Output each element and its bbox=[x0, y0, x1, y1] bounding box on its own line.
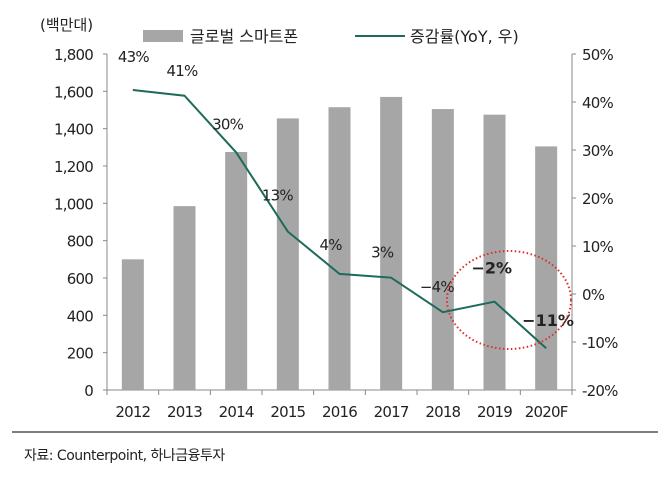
left-tick-label: 400 bbox=[67, 307, 93, 325]
yoy-data-label: 30% bbox=[212, 115, 243, 133]
left-tick-label: 1,000 bbox=[54, 195, 93, 213]
right-tick-label: 50% bbox=[582, 46, 613, 64]
right-tick-label: 40% bbox=[582, 94, 613, 112]
left-tick-label: 1,600 bbox=[54, 83, 93, 101]
bar-2013 bbox=[174, 206, 196, 390]
bar-2014 bbox=[225, 152, 247, 390]
left-tick-label: 0 bbox=[84, 382, 93, 400]
yoy-data-label: −2% bbox=[472, 259, 513, 278]
legend-line-label: 증감률(YoY, 우) bbox=[410, 27, 519, 46]
left-tick-label: 200 bbox=[67, 345, 93, 363]
source-note: 자료: Counterpoint, 하나금융투자 bbox=[24, 448, 225, 464]
right-tick-label: 10% bbox=[582, 238, 613, 256]
right-tick-label: 30% bbox=[582, 142, 613, 160]
bar-2019 bbox=[484, 115, 506, 390]
left-tick-label: 800 bbox=[67, 233, 93, 251]
right-tick-label: -10% bbox=[582, 334, 618, 352]
bar-2020F bbox=[535, 146, 557, 390]
x-tick-label: 2017 bbox=[374, 403, 409, 421]
yoy-data-label: 41% bbox=[167, 62, 198, 80]
left-tick-label: 1,800 bbox=[54, 46, 93, 64]
yoy-data-label: 13% bbox=[262, 187, 293, 205]
x-tick-label: 2012 bbox=[115, 403, 150, 421]
yoy-data-label: 4% bbox=[320, 236, 343, 254]
x-tick-label: 2020F bbox=[525, 403, 568, 421]
yoy-data-label: −4% bbox=[420, 278, 455, 296]
x-tick-label: 2019 bbox=[477, 403, 512, 421]
yoy-data-label: 43% bbox=[118, 48, 149, 66]
right-tick-label: 0% bbox=[582, 286, 605, 304]
bar-2018 bbox=[432, 109, 454, 390]
x-tick-label: 2013 bbox=[167, 403, 202, 421]
legend-bar-label: 글로벌 스마트폰 bbox=[190, 27, 298, 46]
left-tick-label: 1,200 bbox=[54, 158, 93, 176]
bar-2015 bbox=[277, 118, 299, 390]
left-axis-unit: (백만대) bbox=[40, 16, 93, 34]
x-tick-label: 2014 bbox=[219, 403, 254, 421]
right-tick-label: -20% bbox=[582, 382, 618, 400]
x-tick-label: 2016 bbox=[322, 403, 357, 421]
yoy-data-label: 3% bbox=[371, 244, 394, 262]
x-tick-label: 2015 bbox=[270, 403, 305, 421]
x-tick-label: 2018 bbox=[425, 403, 460, 421]
legend: 글로벌 스마트폰 증감률(YoY, 우) bbox=[143, 27, 519, 46]
legend-bar-swatch bbox=[143, 30, 183, 42]
left-tick-label: 1,400 bbox=[54, 121, 93, 139]
left-tick-label: 600 bbox=[67, 270, 93, 288]
bar-2012 bbox=[122, 259, 144, 390]
right-tick-label: 20% bbox=[582, 190, 613, 208]
